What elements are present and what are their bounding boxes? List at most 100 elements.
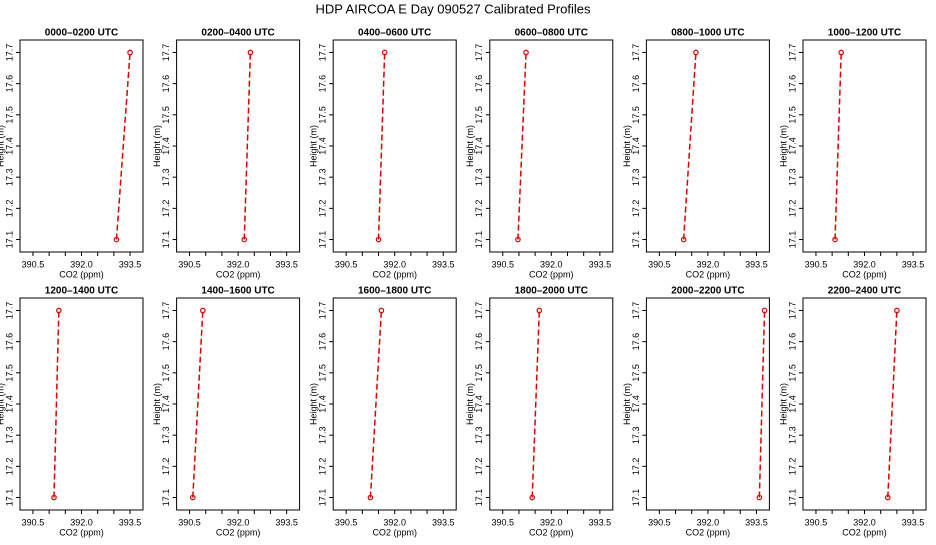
x-axis-label: CO2 (ppm) (59, 527, 104, 537)
y-tick-label: 17.7 (474, 302, 484, 320)
x-tick-label: 392.0 (853, 259, 876, 269)
data-point (367, 494, 374, 501)
data-point (832, 236, 838, 243)
y-tick-label: 17.2 (161, 200, 171, 218)
y-tick-label: 17.5 (474, 106, 484, 124)
y-tick-label: 17.5 (631, 364, 641, 382)
x-tick-label: 390.5 (648, 517, 671, 527)
y-tick-label: 17.4 (318, 137, 328, 155)
x-tick-label: 393.5 (275, 259, 298, 269)
data-point (680, 236, 687, 243)
y-tick-label: 17.6 (318, 333, 328, 351)
data-point (693, 49, 699, 56)
data-point (536, 307, 543, 314)
y-tick-label: 17.7 (787, 302, 797, 320)
data-point (189, 494, 196, 501)
y-tick-label: 17.2 (631, 200, 641, 218)
y-tick-label: 17.5 (474, 364, 484, 382)
y-tick-label: 17.4 (787, 137, 797, 155)
y-tick-label: 17.3 (631, 426, 641, 444)
x-axis-label: CO2 (ppm) (372, 269, 417, 279)
y-tick-label: 17.7 (318, 302, 328, 320)
y-tick-label: 17.6 (474, 75, 484, 93)
y-tick-label: 17.7 (4, 44, 14, 62)
y-tick-label: 17.4 (631, 395, 641, 413)
y-tick-label: 17.7 (161, 44, 171, 62)
y-tick-label: 17.2 (318, 200, 328, 218)
y-axis-label: Height (m) (152, 383, 162, 425)
y-axis-label: Height (m) (778, 125, 788, 167)
data-line (517, 52, 527, 240)
data-point (515, 236, 521, 243)
y-tick-label: 17.4 (161, 137, 171, 155)
y-tick-label: 17.1 (4, 489, 14, 507)
x-tick-label: 390.5 (491, 517, 514, 527)
panel-title: 2200–2400 UTC (828, 286, 901, 297)
x-tick-label: 393.5 (902, 517, 925, 527)
x-tick-label: 392.0 (227, 259, 250, 269)
y-axis-label: Height (m) (465, 125, 475, 167)
y-tick-label: 17.4 (787, 395, 797, 413)
y-tick-label: 17.2 (318, 458, 328, 476)
y-tick-label: 17.7 (318, 44, 328, 62)
x-tick-label: 393.5 (275, 517, 298, 527)
y-tick-label: 17.7 (4, 302, 14, 320)
panel-title: 2000–2200 UTC (671, 286, 744, 297)
y-tick-label: 17.3 (474, 426, 484, 444)
y-tick-label: 17.1 (631, 231, 641, 249)
y-tick-label: 17.7 (161, 302, 171, 320)
y-tick-label: 17.2 (474, 458, 484, 476)
y-tick-label: 17.1 (474, 489, 484, 507)
y-axis-label: Height (m) (152, 125, 162, 167)
data-point (378, 307, 385, 314)
panel-title: 1600–1800 UTC (358, 286, 431, 297)
x-tick-label: 390.5 (178, 517, 201, 527)
y-tick-label: 17.3 (4, 168, 14, 186)
x-tick-label: 390.5 (335, 517, 358, 527)
data-line (369, 310, 383, 498)
y-tick-label: 17.6 (4, 333, 14, 351)
data-point (894, 307, 900, 314)
panel-title: 0400–0600 UTC (358, 28, 431, 39)
y-tick-label: 17.4 (474, 137, 484, 155)
y-tick-label: 17.5 (318, 106, 328, 124)
x-tick-label: 393.5 (119, 517, 142, 527)
y-tick-label: 17.2 (4, 200, 14, 218)
y-tick-label: 17.2 (787, 458, 797, 476)
x-axis-label: CO2 (ppm) (842, 269, 887, 279)
x-axis-label: CO2 (ppm) (372, 527, 417, 537)
y-tick-label: 17.4 (631, 137, 641, 155)
y-tick-label: 17.3 (318, 168, 328, 186)
x-tick-label: 390.5 (491, 259, 514, 269)
data-line (192, 310, 204, 498)
y-axis-label: Height (m) (778, 383, 788, 425)
y-tick-label: 17.2 (787, 200, 797, 218)
x-tick-label: 390.5 (178, 259, 201, 269)
data-line (115, 52, 131, 240)
y-tick-label: 17.4 (318, 395, 328, 413)
y-tick-label: 17.3 (161, 168, 171, 186)
y-tick-label: 17.3 (4, 426, 14, 444)
data-point (885, 494, 891, 501)
y-tick-label: 17.5 (318, 364, 328, 382)
y-tick-label: 17.6 (161, 75, 171, 93)
x-tick-label: 392.0 (697, 259, 720, 269)
y-tick-label: 17.6 (474, 333, 484, 351)
y-tick-label: 17.7 (474, 44, 484, 62)
data-point (113, 236, 120, 243)
x-tick-label: 390.5 (335, 259, 358, 269)
y-tick-label: 17.7 (631, 44, 641, 62)
x-tick-label: 393.5 (432, 517, 455, 527)
y-tick-label: 17.6 (631, 333, 641, 351)
panel-title: 0800–1000 UTC (671, 28, 744, 39)
panel-title: 1200–1400 UTC (45, 286, 118, 297)
y-tick-label: 17.6 (161, 333, 171, 351)
data-line (531, 310, 541, 498)
y-axis-label: Height (m) (465, 383, 475, 425)
x-tick-label: 392.0 (227, 517, 250, 527)
x-tick-label: 392.0 (70, 259, 93, 269)
x-axis-label: CO2 (ppm) (529, 269, 574, 279)
x-tick-label: 393.5 (745, 517, 768, 527)
y-tick-label: 17.2 (161, 458, 171, 476)
x-tick-label: 390.5 (805, 259, 828, 269)
